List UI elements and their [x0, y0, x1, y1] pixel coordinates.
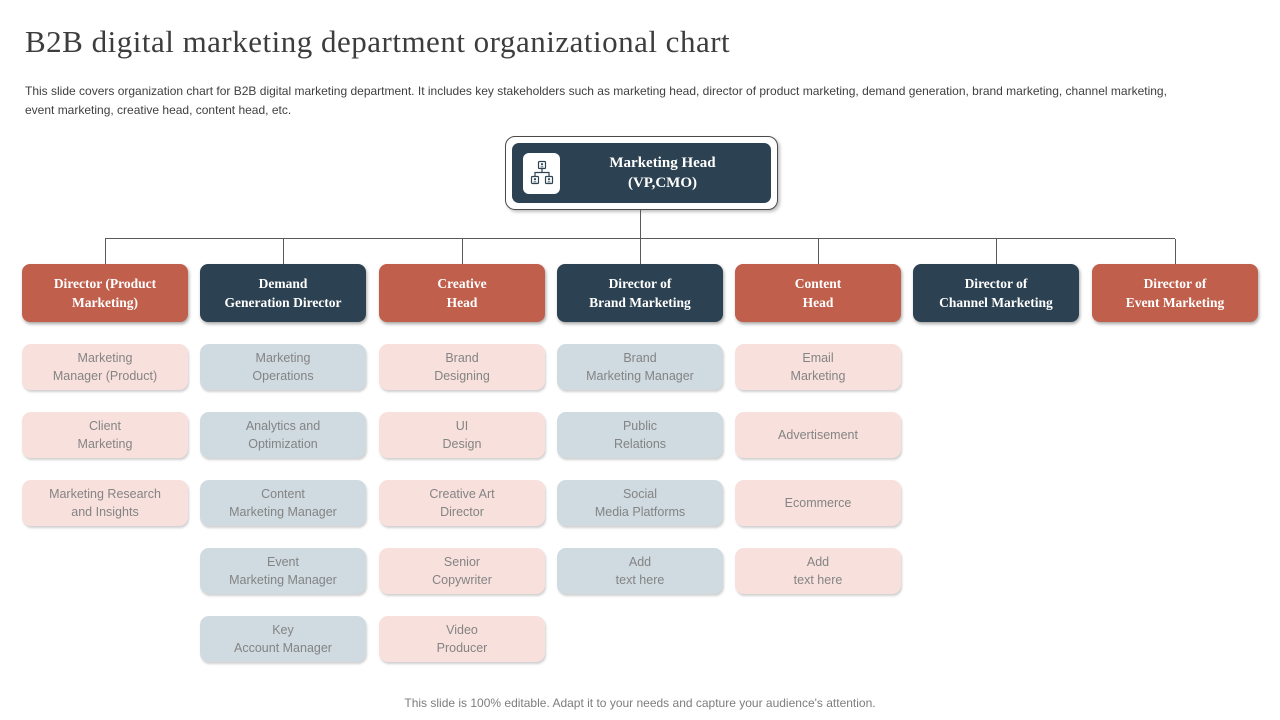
connector-stub-2	[283, 239, 284, 264]
child-node-label: Add text here	[615, 555, 665, 587]
node-label: Demand Generation Director	[224, 276, 342, 310]
branch-column-channel-marketing: Director of Channel Marketing	[913, 264, 1079, 322]
child-node: Ecommerce	[735, 480, 901, 526]
branch-column-product-marketing: Director (Product Marketing) Marketing M…	[22, 264, 188, 526]
node-content-head: Content Head	[735, 264, 901, 322]
child-node: Add text here	[735, 548, 901, 594]
node-label: Director of Brand Marketing	[589, 276, 691, 310]
root-node-inner: Marketing Head (VP,CMO)	[512, 143, 771, 203]
child-node-label: Advertisement	[778, 428, 858, 442]
branch-column-creative: Creative Head Brand Designing UI Design …	[379, 264, 545, 662]
node-director-event-marketing: Director of Event Marketing	[1092, 264, 1258, 322]
child-node-label: Analytics and Optimization	[245, 419, 321, 451]
child-node-label: Email Marketing	[790, 351, 846, 383]
child-node: Brand Designing	[379, 344, 545, 390]
connector-root-vertical	[640, 210, 641, 238]
branch-column-demand-generation: Demand Generation Director Marketing Ope…	[200, 264, 366, 662]
child-node-label: Marketing Manager (Product)	[52, 351, 158, 383]
connector-stub-3	[462, 239, 463, 264]
slide-description: This slide covers organization chart for…	[25, 84, 1167, 117]
node-label: Director of Event Marketing	[1125, 276, 1225, 310]
child-node-label: Client Marketing	[77, 419, 133, 451]
child-node-label: Content Marketing Manager	[229, 487, 337, 519]
child-node-label: Senior Copywriter	[432, 555, 492, 587]
child-node: Social Media Platforms	[557, 480, 723, 526]
node-label: Director (Product Marketing)	[53, 276, 157, 310]
connector-stub-4	[640, 239, 641, 264]
child-node: Client Marketing	[22, 412, 188, 458]
child-node-label: Event Marketing Manager	[229, 555, 337, 587]
child-node-label: UI Design	[442, 419, 482, 451]
node-director-brand-marketing: Director of Brand Marketing	[557, 264, 723, 322]
child-node: Marketing Operations	[200, 344, 366, 390]
org-hierarchy-icon	[523, 152, 560, 194]
child-node-label: Add text here	[793, 555, 843, 587]
root-node-label: Marketing Head (VP,CMO)	[609, 155, 716, 191]
connector-stub-5	[818, 239, 819, 264]
child-node: Public Relations	[557, 412, 723, 458]
child-node-label: Brand Marketing Manager	[586, 351, 694, 383]
child-node: Add text here	[557, 548, 723, 594]
root-node-marketing-head: Marketing Head (VP,CMO)	[505, 136, 778, 210]
child-node: Content Marketing Manager	[200, 480, 366, 526]
node-director-channel-marketing: Director of Channel Marketing	[913, 264, 1079, 322]
branch-column-content: Content Head Email Marketing Advertiseme…	[735, 264, 901, 594]
child-node: Marketing Manager (Product)	[22, 344, 188, 390]
connector-horizontal	[105, 238, 1175, 239]
connector-stub-1	[105, 239, 106, 264]
child-node: Key Account Manager	[200, 616, 366, 662]
child-node-label: Marketing Research and Insights	[49, 487, 161, 519]
child-node: Email Marketing	[735, 344, 901, 390]
node-label: Director of Channel Marketing	[939, 276, 1053, 310]
node-label: Creative Head	[437, 276, 487, 310]
footer-note: This slide is 100% editable. Adapt it to…	[404, 696, 876, 710]
child-node: Brand Marketing Manager	[557, 344, 723, 390]
connector-stub-6	[996, 239, 997, 264]
connector-stub-7	[1175, 239, 1176, 264]
child-node: Video Producer	[379, 616, 545, 662]
node-director-product-marketing: Director (Product Marketing)	[22, 264, 188, 322]
branch-column-brand-marketing: Director of Brand Marketing Brand Market…	[557, 264, 723, 594]
branch-column-event-marketing: Director of Event Marketing	[1092, 264, 1258, 322]
child-node: Creative Art Director	[379, 480, 545, 526]
slide-title: B2B digital marketing department organiz…	[25, 24, 731, 59]
child-node-label: Marketing Operations	[252, 351, 314, 383]
child-node-label: Social Media Platforms	[594, 487, 686, 519]
node-demand-generation-director: Demand Generation Director	[200, 264, 366, 322]
child-node: Analytics and Optimization	[200, 412, 366, 458]
node-creative-head: Creative Head	[379, 264, 545, 322]
child-node-label: Creative Art Director	[429, 487, 495, 519]
child-node-label: Ecommerce	[784, 496, 852, 510]
child-node-label: Public Relations	[613, 419, 667, 451]
child-node-label: Video Producer	[436, 623, 488, 655]
node-label: Content Head	[794, 276, 842, 310]
child-node: Marketing Research and Insights	[22, 480, 188, 526]
child-node: UI Design	[379, 412, 545, 458]
child-node-label: Brand Designing	[434, 351, 490, 383]
child-node: Event Marketing Manager	[200, 548, 366, 594]
child-node-label: Key Account Manager	[234, 623, 332, 655]
child-node: Advertisement	[735, 412, 901, 458]
child-node: Senior Copywriter	[379, 548, 545, 594]
